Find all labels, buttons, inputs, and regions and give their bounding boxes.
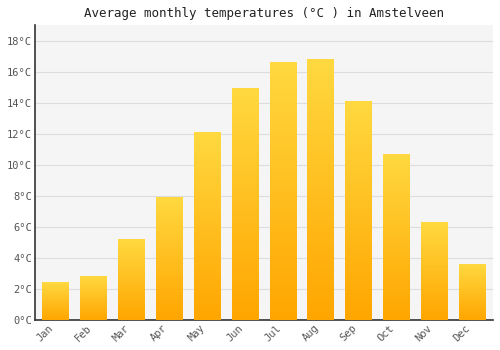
Bar (232, 89, 258, 320)
Bar (118, 239, 144, 320)
Bar (459, 264, 485, 320)
Bar (308, 60, 334, 320)
Bar (270, 63, 296, 320)
Bar (156, 197, 182, 320)
Bar (42, 283, 69, 320)
Title: Average monthly temperatures (°C ) in Amstelveen: Average monthly temperatures (°C ) in Am… (84, 7, 444, 20)
Bar (194, 132, 220, 320)
Bar (383, 154, 409, 320)
Bar (80, 276, 106, 320)
Bar (346, 101, 372, 320)
Bar (421, 222, 448, 320)
